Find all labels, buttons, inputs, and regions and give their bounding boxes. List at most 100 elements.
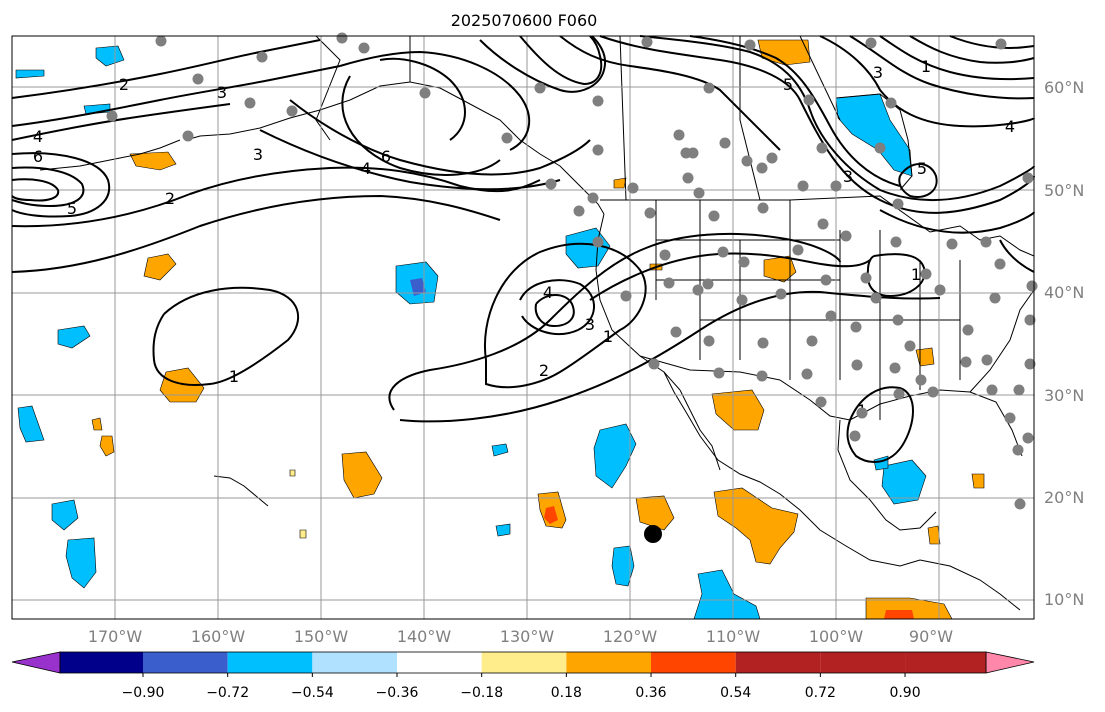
contour-label: 1 xyxy=(229,367,239,386)
cold-anomaly-region xyxy=(491,443,509,457)
cold-anomaly-region xyxy=(881,459,927,505)
contour-label: 4 xyxy=(361,159,371,178)
cold-anomaly-region xyxy=(15,69,45,79)
latitude-labels: 60°N 50°N 40°N 30°N 20°N 10°N xyxy=(1044,78,1084,609)
lon-label: 170°W xyxy=(88,627,143,646)
warm-anomaly-region xyxy=(613,177,627,189)
colorbar-segment xyxy=(481,652,567,673)
contour-label: 4 xyxy=(1005,117,1015,136)
cold-anomaly-region xyxy=(593,423,637,489)
colorbar-frame xyxy=(59,651,987,674)
warm-anomaly-region xyxy=(341,451,383,499)
cold-anomaly-region xyxy=(495,523,511,537)
plot-frame xyxy=(11,35,1035,620)
warm-anomaly-region xyxy=(143,253,177,281)
colorbar-tick-label: 0.90 xyxy=(889,685,920,701)
contour-label: 3 xyxy=(843,167,853,186)
contour-label: 1 xyxy=(911,265,921,284)
warm-anomaly-region xyxy=(91,417,103,431)
cold-anomaly-region xyxy=(693,569,761,620)
contour-label: 2 xyxy=(119,75,129,94)
anomaly-shading xyxy=(15,39,985,620)
colorbar-tick-label: −0.72 xyxy=(206,685,249,701)
colorbar-tick-label: −0.18 xyxy=(460,685,503,701)
warm-anomaly-region xyxy=(927,525,941,545)
strong-cold-anomaly-region xyxy=(410,278,426,296)
contour-label: 3 xyxy=(585,315,595,334)
contour-label: 2 xyxy=(165,189,175,208)
colorbar-extend-low xyxy=(11,651,61,674)
colorbar-tick-label: −0.36 xyxy=(376,685,419,701)
contour-label: 5 xyxy=(67,199,77,218)
contour-label: 6 xyxy=(381,147,391,166)
contour-label: 4 xyxy=(33,127,43,146)
colorbar-segment xyxy=(566,652,652,673)
warm-anomaly-region xyxy=(159,367,205,403)
colorbar-tick-label: −0.54 xyxy=(291,685,334,701)
colorbar-segment xyxy=(651,652,736,673)
colorbar-tick-label: −0.90 xyxy=(122,685,165,701)
contour-label: 5 xyxy=(783,75,793,94)
lon-label: 140°W xyxy=(397,627,452,646)
weak-warm-anomaly-region xyxy=(299,529,307,539)
map-title: 2025070600 F060 xyxy=(451,11,598,30)
warm-anomaly-region xyxy=(757,39,811,66)
warm-anomaly-region xyxy=(635,495,675,531)
contour-label: 3 xyxy=(253,145,263,164)
lon-label: 130°W xyxy=(500,627,555,646)
lat-label: 40°N xyxy=(1044,283,1084,302)
colorbar-tick-label: 0.72 xyxy=(805,685,836,701)
cold-anomaly-region xyxy=(17,405,45,443)
warm-anomaly-region xyxy=(711,389,765,431)
weak-warm-anomaly-region xyxy=(289,469,296,477)
lon-label: 160°W xyxy=(191,627,246,646)
contour-label: 5 xyxy=(917,159,927,178)
station-markers xyxy=(106,32,1038,510)
lon-label: 90°W xyxy=(909,627,953,646)
warm-anomaly-region xyxy=(971,473,985,489)
lat-label: 50°N xyxy=(1044,181,1084,200)
contour-label: 3 xyxy=(217,83,227,102)
graticule xyxy=(12,36,1034,619)
lon-label: 120°W xyxy=(603,627,658,646)
contour-labels: 2 3 4 6 5 3 2 4 6 1 2 4 3 1 1 5 3 1 4 5 … xyxy=(33,57,1015,420)
longitude-labels: 170°W 160°W 150°W 140°W 130°W 120°W 110°… xyxy=(88,627,953,646)
lon-label: 100°W xyxy=(809,627,864,646)
lon-label: 150°W xyxy=(294,627,349,646)
colorbar-segment xyxy=(227,652,313,673)
plot-area: 2 3 4 6 5 3 2 4 6 1 2 4 3 1 1 5 3 1 4 5 … xyxy=(11,32,1038,620)
lat-label: 30°N xyxy=(1044,386,1084,405)
colorbar-segment xyxy=(820,652,906,673)
lon-label: 110°W xyxy=(706,627,761,646)
cold-anomaly-region xyxy=(57,325,91,349)
selected-point-marker xyxy=(644,525,662,543)
contour-label: 2 xyxy=(539,361,549,380)
colorbar-tick-label: 0.18 xyxy=(551,685,582,701)
contour-label: 3 xyxy=(873,63,883,82)
contour-label: 4 xyxy=(543,283,553,302)
colorbar: −0.90 −0.72 −0.54 −0.36 −0.18 0.18 0.36 0.54 0.7… xyxy=(11,651,1035,701)
colorbar-extend-high xyxy=(985,651,1035,674)
strong-warm-anomaly-region xyxy=(884,610,914,619)
colorbar-tick-label: 0.54 xyxy=(720,685,751,701)
lat-label: 60°N xyxy=(1044,78,1084,97)
contour-lines xyxy=(11,35,1035,463)
colorbar-segment xyxy=(905,652,986,673)
cold-anomaly-region xyxy=(51,499,79,531)
contour-label: 1 xyxy=(603,327,613,346)
warm-anomaly-region xyxy=(129,151,177,171)
cold-anomaly-region xyxy=(65,537,97,589)
colorbar-segment xyxy=(60,652,143,673)
colorbar-segment xyxy=(735,652,821,673)
colorbar-segment xyxy=(397,652,482,673)
colorbar-tick-label: 0.36 xyxy=(635,685,666,701)
contour-label: 6 xyxy=(33,147,43,166)
colorbar-segment xyxy=(312,652,398,673)
lat-label: 10°N xyxy=(1044,590,1084,609)
warm-anomaly-region xyxy=(99,435,115,457)
colorbar-segment xyxy=(143,652,228,673)
strong-warm-anomaly-region xyxy=(544,506,558,524)
contour-label: 1 xyxy=(921,57,931,76)
lat-label: 20°N xyxy=(1044,488,1084,507)
